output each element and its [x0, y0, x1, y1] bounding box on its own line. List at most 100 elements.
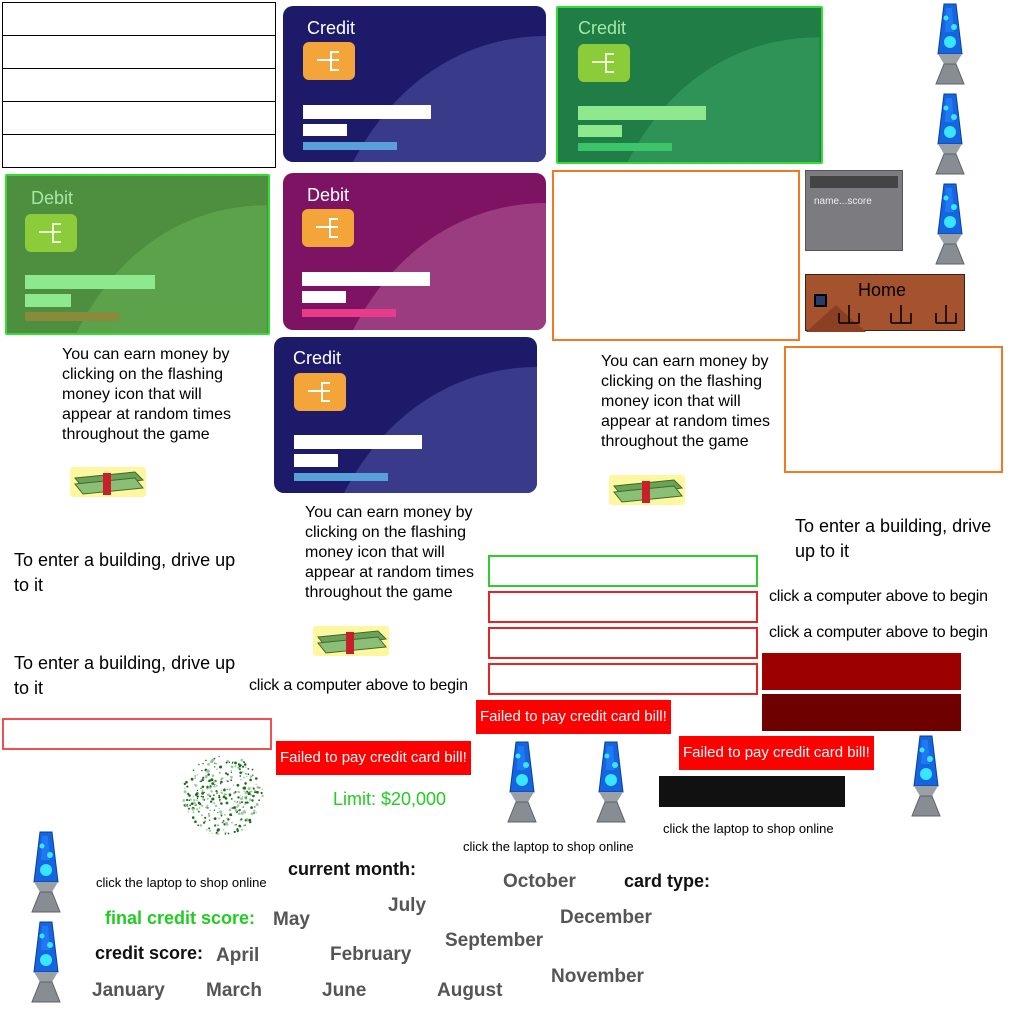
scoreboard-window: name...score [805, 170, 903, 251]
laptop-tip-text: click the laptop to shop online [463, 839, 634, 854]
money-tip-text: You can earn money by clicking on the fl… [305, 504, 474, 601]
firework-icon [182, 756, 264, 835]
chip-icon [25, 214, 77, 252]
scoreboard-header: name...score [814, 196, 872, 207]
card-name-bar [578, 143, 672, 151]
month-january: January [92, 980, 165, 1001]
money-stack-icon[interactable] [69, 466, 147, 498]
laptop-tip-text: click the laptop to shop online [96, 875, 267, 890]
card-swoosh [627, 37, 820, 162]
input-box-green[interactable] [488, 555, 758, 587]
month-july: July [388, 895, 427, 916]
chip-icon [302, 209, 354, 247]
lava-lamp-icon[interactable] [26, 830, 66, 914]
chip-icon [578, 44, 630, 82]
card-swoosh [353, 203, 546, 330]
lava-lamp-icon[interactable] [26, 920, 66, 1004]
black-bar [659, 776, 845, 807]
computer-tip-text: click a computer above to begin [249, 677, 468, 694]
laptop-tip-text: click the laptop to shop online [663, 821, 834, 836]
card-type-label: Credit [578, 18, 627, 38]
month-october: October [503, 871, 576, 892]
month-february: February [330, 944, 412, 965]
month-june: June [322, 980, 367, 1001]
month-september: September [445, 930, 544, 951]
card-number-bar [294, 435, 422, 449]
lava-lamp-icon[interactable] [930, 2, 970, 86]
month-november: November [551, 966, 644, 987]
drive-tip-text: To enter a building, drive up to it [14, 653, 236, 698]
input-box-red[interactable] [488, 591, 758, 623]
card-number-bar [303, 105, 431, 119]
month-april: April [216, 945, 260, 966]
month-march: March [206, 980, 262, 1001]
computer-tip-text: click a computer above to begin [769, 588, 988, 605]
credit-card-green[interactable]: Credit [556, 6, 823, 164]
month-may: May [273, 909, 310, 930]
lava-lamp-icon[interactable] [906, 734, 946, 818]
credit-limit-text: Limit: $20,000 [333, 789, 447, 809]
scoreboard-titlebar [810, 176, 898, 188]
card-type-label: Debit [307, 185, 350, 205]
card-number-bar [25, 275, 155, 289]
debit-card-green[interactable]: Debit [5, 174, 270, 335]
dark-red-block [762, 694, 961, 731]
dark-red-block [762, 653, 961, 690]
failed-payment-banner: Failed to pay credit card bill! [276, 741, 471, 775]
input-box-red[interactable] [488, 627, 758, 659]
money-stack-icon[interactable] [312, 625, 390, 657]
credit-card-blue-2[interactable]: Credit [274, 337, 537, 493]
drive-tip-text: To enter a building, drive up to it [14, 550, 236, 595]
money-tip-text: You can earn money by clicking on the fl… [601, 353, 770, 450]
list-box-5 [2, 134, 276, 168]
card-expiry-bar [303, 124, 347, 136]
home-icon [814, 294, 827, 307]
list-box-4 [2, 101, 276, 135]
home-label: Home [858, 280, 907, 300]
orange-panel-1 [552, 170, 800, 341]
chip-icon [303, 42, 355, 80]
failed-payment-banner: Failed to pay credit card bill! [476, 700, 671, 734]
final-credit-score-label: final credit score: [105, 908, 256, 928]
lava-lamp-icon[interactable] [930, 92, 970, 176]
card-swoosh [344, 367, 537, 493]
card-expiry-bar [25, 294, 71, 307]
home-button[interactable]: Home [805, 274, 965, 332]
list-box-3 [2, 68, 276, 102]
lava-lamp-icon[interactable] [930, 182, 970, 266]
current-month-label: current month: [288, 859, 416, 879]
card-type-label: Credit [307, 18, 356, 38]
money-stack-icon[interactable] [608, 474, 686, 506]
orange-panel-2 [784, 346, 1003, 473]
credit-score-label: credit score: [95, 943, 204, 963]
home-decoration [806, 305, 957, 332]
card-expiry-bar [578, 125, 622, 137]
failed-payment-banner: Failed to pay credit card bill! [679, 736, 874, 770]
card-name-bar [294, 473, 388, 481]
card-type-label: Credit [293, 348, 342, 368]
drive-tip-text: To enter a building, drive up to it [795, 516, 992, 561]
list-box-1 [2, 2, 276, 36]
card-name-bar [302, 309, 396, 317]
card-name-bar [25, 312, 119, 321]
card-number-bar [578, 106, 706, 120]
card-expiry-bar [302, 291, 346, 303]
card-type-label: card type: [624, 871, 711, 891]
month-august: August [437, 980, 503, 1001]
computer-tip-text: click a computer above to begin [769, 624, 988, 641]
card-swoosh [353, 36, 546, 162]
card-type-label: Debit [31, 188, 74, 208]
card-name-bar [303, 142, 397, 150]
money-tip-text: You can earn money by clicking on the fl… [62, 346, 231, 443]
input-box-light-red[interactable] [2, 718, 272, 750]
lava-lamp-icon[interactable] [502, 740, 542, 824]
card-expiry-bar [294, 454, 338, 467]
chip-icon [294, 373, 346, 411]
input-box-red[interactable] [488, 663, 758, 695]
month-december: December [560, 907, 652, 928]
credit-card-blue[interactable]: Credit [283, 6, 546, 162]
debit-card-purple[interactable]: Debit [283, 173, 546, 330]
list-box-2 [2, 35, 276, 69]
lava-lamp-icon[interactable] [591, 740, 631, 824]
card-number-bar [302, 272, 430, 286]
